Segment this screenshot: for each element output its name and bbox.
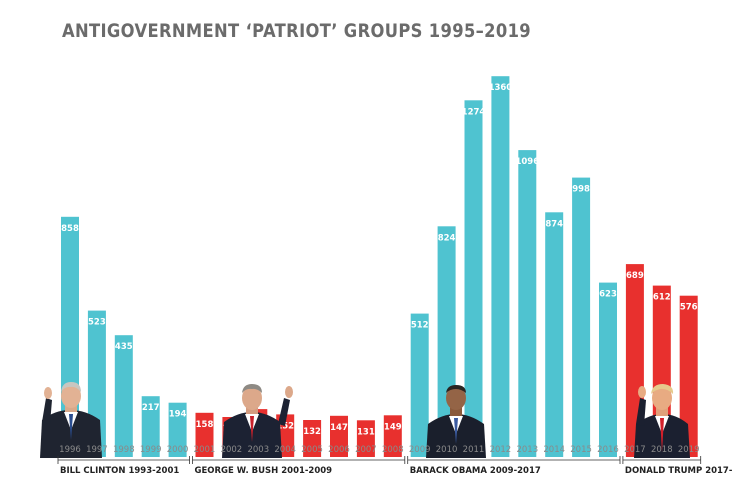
clinton-photo — [40, 382, 102, 458]
bar-value-label-2016: 623 — [599, 290, 617, 300]
bar-value-label-2012: 1360 — [489, 83, 513, 93]
bar-value-label-2019: 576 — [680, 303, 698, 313]
bar-2014 — [545, 212, 564, 457]
bar-1999 — [141, 396, 160, 457]
era-1: GEORGE W. BUSH 2001-2009 — [192, 456, 406, 476]
bar-2000 — [168, 402, 187, 457]
era-label-1: GEORGE W. BUSH 2001-2009 — [195, 466, 333, 476]
bar-2013 — [518, 150, 537, 457]
year-labels: 1996 1997 1998 1999 2000 2001 2002 2003 2004 2005… — [59, 445, 699, 455]
bar-value-label-2009: 512 — [411, 321, 429, 331]
bar-2006 — [330, 415, 348, 457]
year-label-2016: 2016 — [597, 445, 619, 455]
bar-value-label-2013: 1096 — [515, 157, 539, 167]
bar-value-label-2004: 152 — [276, 421, 294, 431]
bars-group: 8585234352171941581431711521321471311495… — [61, 76, 698, 458]
year-label-2019: 2019 — [678, 445, 700, 455]
bar-2011 — [464, 100, 483, 458]
year-label-2018: 2018 — [651, 445, 673, 455]
bar-value-label-1999: 217 — [142, 403, 160, 413]
year-label-1997: 1997 — [86, 445, 108, 455]
bar-2015 — [572, 177, 591, 457]
bar-2012 — [491, 76, 510, 457]
year-label-2010: 2010 — [436, 445, 458, 455]
year-label-2012: 2012 — [490, 445, 512, 455]
year-label-2007: 2007 — [355, 445, 377, 455]
year-label-2002: 2002 — [221, 445, 243, 455]
year-label-2000: 2000 — [167, 445, 189, 455]
era-0: BILL CLINTON 1993-2001 — [57, 456, 191, 476]
bar-2019 — [679, 295, 698, 457]
president-photos — [40, 382, 690, 458]
bar-2001 — [195, 412, 214, 457]
bar-value-label-1996: 858 — [61, 224, 79, 234]
bar-2005 — [303, 420, 322, 457]
bar-value-label-2018: 612 — [653, 293, 671, 303]
era-label-0: BILL CLINTON 1993-2001 — [60, 466, 179, 476]
bush-photo — [222, 384, 293, 458]
year-label-1998: 1998 — [113, 445, 135, 455]
bar-2009 — [410, 313, 429, 457]
bar-2016 — [599, 282, 617, 457]
year-label-1999: 1999 — [140, 445, 162, 455]
bar-value-label-2006: 147 — [330, 423, 348, 433]
year-label-2013: 2013 — [516, 445, 538, 455]
year-label-2017: 2017 — [624, 445, 646, 455]
bar-value-label-2000: 194 — [169, 410, 187, 420]
bar-value-label-2008: 149 — [384, 422, 402, 432]
bar-value-label-2015: 998 — [572, 185, 590, 195]
year-label-2008: 2008 — [382, 445, 404, 455]
bar-value-label-2014: 874 — [545, 219, 563, 229]
year-label-2003: 2003 — [247, 445, 269, 455]
bar-1998 — [114, 335, 133, 457]
trump-photo — [634, 384, 690, 458]
bar-value-label-2007: 131 — [357, 427, 375, 437]
era-label-3: DONALD TRUMP 2017- — [625, 466, 733, 476]
year-label-2014: 2014 — [543, 445, 565, 455]
bar-2008 — [383, 415, 402, 457]
year-label-2004: 2004 — [274, 445, 296, 455]
era-3: DONALD TRUMP 2017- — [622, 456, 733, 476]
year-label-2001: 2001 — [194, 445, 216, 455]
year-label-2011: 2011 — [463, 445, 485, 455]
year-label-2009: 2009 — [409, 445, 431, 455]
year-label-2005: 2005 — [301, 445, 323, 455]
bar-value-label-1998: 435 — [115, 342, 133, 352]
era-label-2: BARACK OBAMA 2009-2017 — [410, 466, 541, 476]
bar-2007 — [356, 420, 375, 457]
era-2: BARACK OBAMA 2009-2017 — [407, 456, 621, 476]
bar-value-label-2005: 132 — [303, 427, 321, 437]
chart-title: ANTIGOVERNMENT ‘PATRIOT’ GROUPS 1995–201… — [62, 20, 532, 42]
bar-value-label-2001: 158 — [196, 420, 214, 430]
bar-value-label-2011: 1274 — [462, 107, 486, 117]
bar-value-label-2017: 689 — [626, 271, 644, 281]
era-brackets: BILL CLINTON 1993-2001 GEORGE W. BUSH 200… — [57, 456, 733, 476]
year-label-2006: 2006 — [328, 445, 350, 455]
year-label-2015: 2015 — [570, 445, 592, 455]
year-label-1996: 1996 — [59, 445, 81, 455]
obama-photo — [426, 385, 486, 458]
bar-value-label-1997: 523 — [88, 318, 106, 328]
bar-value-label-2010: 824 — [438, 233, 456, 243]
